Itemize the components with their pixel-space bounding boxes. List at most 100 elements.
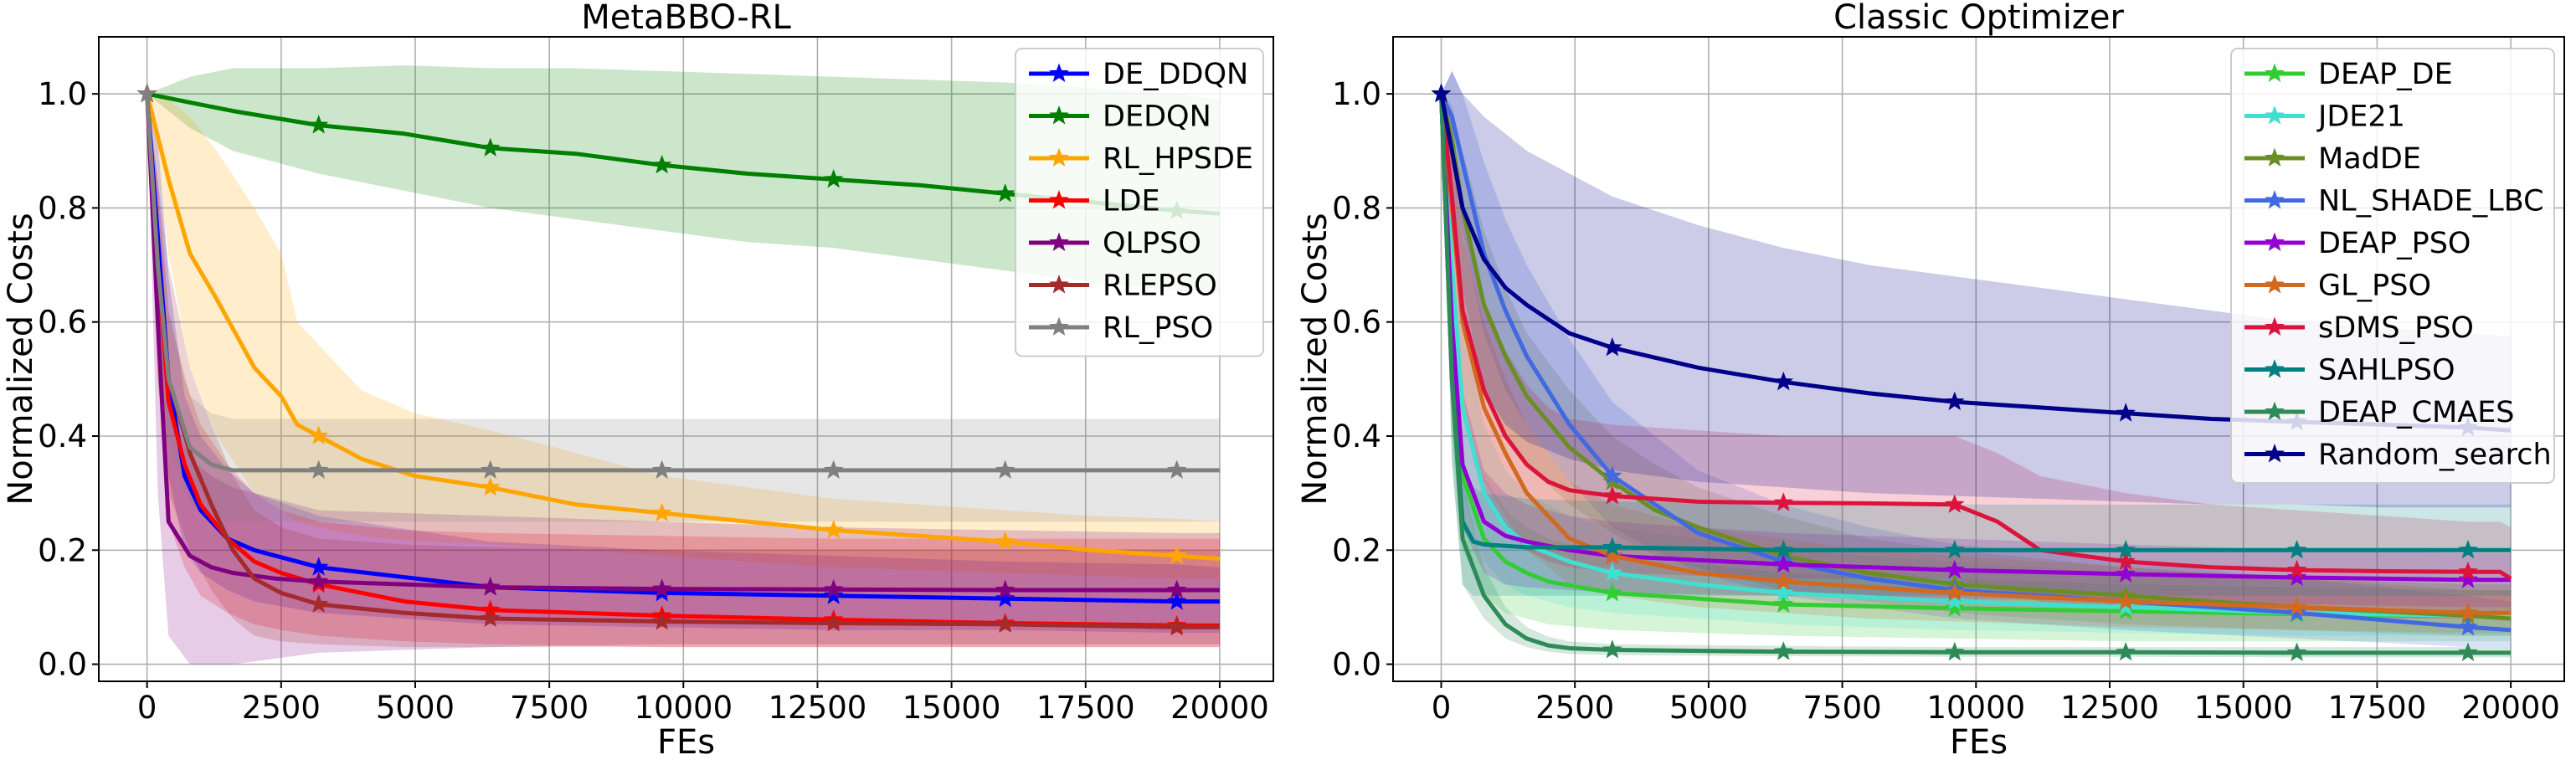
x-axis-title: FEs xyxy=(1950,723,2008,760)
point-rl_pso xyxy=(823,460,844,479)
point-deap_pso xyxy=(2116,563,2136,583)
chart-classic-optimizer: Classic Optimizer FEs Normalized Costs 0… xyxy=(1296,0,2565,760)
point-rl_hpsde xyxy=(480,476,501,496)
point-sdms_pso xyxy=(2286,559,2307,579)
point-dedqn xyxy=(995,182,1015,203)
point-rl_pso xyxy=(995,460,1015,479)
y-tick-label: 0.4 xyxy=(38,419,87,454)
point-de_ddqn xyxy=(995,588,1015,608)
point-sahlpso xyxy=(2458,539,2478,559)
axes-frame xyxy=(98,36,1274,682)
point-deap_pso xyxy=(2458,569,2478,588)
point-de_ddqn xyxy=(308,557,329,576)
point-qlpso xyxy=(651,578,672,598)
x-tick-label: 12500 xyxy=(2060,690,2159,726)
axes-frame xyxy=(1392,36,2565,682)
point-deap_cmaes xyxy=(1944,641,1965,661)
x-tick-label: 20000 xyxy=(2461,690,2560,726)
point-deap_cmaes xyxy=(2286,642,2307,661)
legend-label: MadDE xyxy=(2318,142,2421,176)
point-sahlpso xyxy=(2286,539,2307,559)
y-axis-title: Normalized Costs xyxy=(2,213,40,505)
band-dedqn xyxy=(147,65,1220,294)
point-sdms_pso xyxy=(1944,494,1965,513)
line-qlpso xyxy=(145,93,1220,593)
tick-labels: 0 2500 5000 7500 10000 12500 15000 17500 20000 0.… xyxy=(38,76,1269,726)
point-random_search xyxy=(1944,391,1965,411)
legend-label: DEAP_DE xyxy=(2318,58,2453,91)
point-dedqn xyxy=(823,168,844,188)
line-nl_shade_lbc xyxy=(1439,93,2512,633)
point-rl_pso xyxy=(480,460,501,479)
point-random_search xyxy=(1602,336,1622,357)
legend-marker xyxy=(2265,105,2285,125)
y-tick-label: 0.8 xyxy=(1332,190,1381,226)
plot-frame xyxy=(98,36,1274,682)
point-rlepso xyxy=(480,608,501,628)
point-random_search xyxy=(1773,371,1794,391)
point-gl_pso xyxy=(2116,591,2136,610)
x-tick-label: 12500 xyxy=(769,690,867,726)
point-rl_hpsde xyxy=(308,425,329,445)
point-dedqn xyxy=(308,115,329,134)
point-sahlpso xyxy=(1602,537,1622,556)
point-deap_pso xyxy=(1944,559,1965,579)
point-rl_hpsde xyxy=(651,502,672,522)
chart-title: Classic Optimizer xyxy=(1833,0,2124,37)
legend-marker xyxy=(1049,275,1069,294)
x-tick-label: 7500 xyxy=(510,690,589,726)
legend-label: DEAP_PSO xyxy=(2318,227,2471,260)
legend: DE_DDQN DEDQN RL_HPSDE LDE QLPSO RLEPSO RL_PSO xyxy=(1015,48,1264,357)
legend-marker xyxy=(2265,190,2285,209)
point-nl_shade_lbc xyxy=(2286,602,2307,622)
x-tick-label: 5000 xyxy=(1669,690,1748,726)
point-deap_cmaes xyxy=(2116,641,2136,661)
legend-label: RL_PSO xyxy=(1103,311,1213,345)
legend-label: DE_DDQN xyxy=(1103,58,1248,91)
legend-label: QLPSO xyxy=(1103,227,1201,260)
point-rl_pso xyxy=(1166,460,1187,479)
point-gl_pso xyxy=(2458,602,2478,622)
legend-box xyxy=(1015,48,1264,357)
legend-label: LDE xyxy=(1103,185,1160,218)
point-dedqn xyxy=(480,137,501,157)
x-tick-label: 15000 xyxy=(2194,690,2293,726)
y-tick-label: 1.0 xyxy=(38,76,87,112)
point-qlpso xyxy=(480,577,501,596)
line-deap_pso xyxy=(1439,93,2512,583)
point-deap_de xyxy=(1944,598,1965,617)
x-tick-label: 10000 xyxy=(634,690,733,726)
point-nl_shade_lbc xyxy=(2458,616,2478,636)
legend-marker xyxy=(2265,275,2285,294)
point-nl_shade_lbc xyxy=(1602,465,1622,485)
legend-label: GL_PSO xyxy=(2318,270,2431,303)
point-sdms_pso xyxy=(1773,492,1794,511)
point-sdms_pso xyxy=(2116,551,2136,570)
chart-metabbo-rl: MetaBBO-RL FEs Normalized Costs 0 2500 500… xyxy=(2,0,1274,760)
legend-marker xyxy=(2265,316,2285,336)
y-tick-label: 0.0 xyxy=(1332,647,1381,683)
point-sahlpso xyxy=(1944,539,1965,559)
point-rlepso xyxy=(823,613,844,632)
legend-marker xyxy=(2265,444,2285,463)
legend-marker xyxy=(1049,232,1069,252)
point-jde21 xyxy=(2116,596,2136,616)
x-tick-label: 5000 xyxy=(376,690,455,726)
point-qlpso xyxy=(308,571,329,590)
point-qlpso xyxy=(823,578,844,598)
y-tick-label: 0.8 xyxy=(38,190,87,226)
legend-marker xyxy=(1049,147,1069,167)
legend-label: Random_search xyxy=(2318,439,2552,472)
legend-label: SAHLPSO xyxy=(2318,354,2455,388)
point-rlepso xyxy=(1166,616,1187,636)
point-rlepso xyxy=(995,614,1015,633)
line-madde xyxy=(1439,93,2512,621)
series-lines xyxy=(136,83,1221,636)
point-deap_cmaes xyxy=(1602,639,1622,659)
legend-label: DEDQN xyxy=(1103,100,1211,134)
y-tick-label: 0.6 xyxy=(38,305,87,341)
point-rl_hpsde xyxy=(995,531,1015,551)
point-de_ddqn xyxy=(1166,591,1187,610)
point-random_search xyxy=(1431,83,1452,103)
point-deap_pso xyxy=(1773,553,1794,573)
